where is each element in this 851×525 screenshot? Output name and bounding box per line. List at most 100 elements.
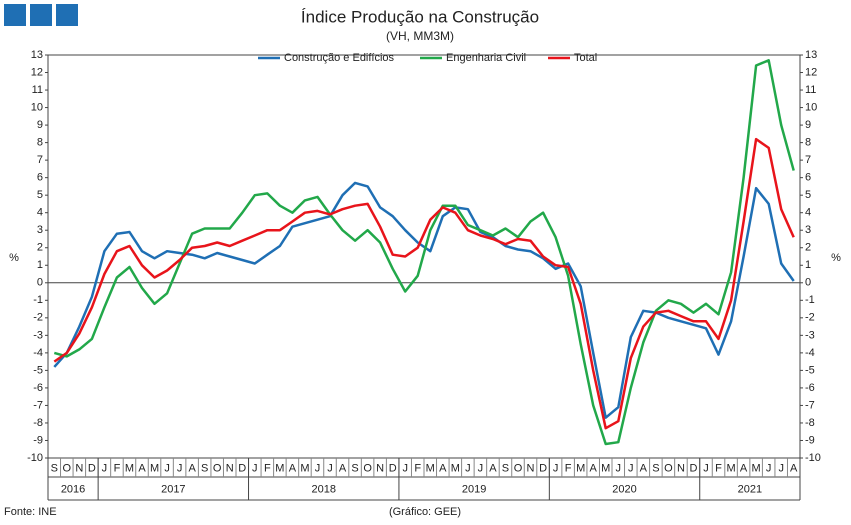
x-tick-label: M [426, 462, 435, 474]
x-tick-label: O [363, 462, 372, 474]
x-tick-label: N [376, 462, 384, 474]
logo-square [4, 4, 26, 26]
x-tick-label: F [715, 462, 722, 474]
x-tick-label: J [778, 462, 784, 474]
y-tick-label: -2 [33, 312, 43, 324]
x-tick-label: J [164, 462, 170, 474]
y-tick-label: 0 [37, 277, 43, 289]
y-tick-label: 6 [37, 172, 43, 184]
x-tick-label: S [51, 462, 58, 474]
x-tick-label: A [138, 462, 146, 474]
y2-tick-label: 7 [805, 154, 811, 166]
x-tick-label: M [125, 462, 134, 474]
y2-tick-label: -3 [805, 329, 815, 341]
y-tick-label: 11 [32, 84, 43, 96]
x-tick-label: A [188, 462, 196, 474]
series-line [53, 59, 795, 446]
source: Fonte: INE [4, 506, 57, 518]
x-tick-label: A [740, 462, 748, 474]
x-tick-label: D [389, 462, 397, 474]
y2-tick-label: 11 [805, 84, 816, 96]
year-label: 2016 [61, 483, 85, 495]
x-tick-label: M [275, 462, 284, 474]
x-tick-label: J [252, 462, 258, 474]
y-tick-label: 13 [31, 49, 43, 61]
x-tick-label: A [489, 462, 497, 474]
series-line [53, 181, 795, 419]
x-tick-label: J [465, 462, 471, 474]
y-tick-label: -6 [33, 382, 43, 394]
x-tick-label: J [553, 462, 559, 474]
y-axis-label: % [9, 252, 19, 264]
x-tick-label: O [664, 462, 673, 474]
year-label: 2017 [161, 483, 185, 495]
x-tick-label: O [63, 462, 72, 474]
y-tick-label: 5 [37, 189, 43, 201]
y2-tick-label: 2 [805, 242, 811, 254]
x-tick-label: O [213, 462, 222, 474]
year-label: 2020 [612, 483, 636, 495]
y2-tick-label: 0 [805, 277, 811, 289]
y-tick-label: 7 [37, 154, 43, 166]
y2-tick-label: -8 [805, 417, 815, 429]
y2-tick-label: -4 [805, 347, 815, 359]
x-tick-label: J [703, 462, 709, 474]
x-tick-label: D [88, 462, 96, 474]
x-tick-label: S [502, 462, 509, 474]
x-tick-label: M [300, 462, 309, 474]
x-tick-label: N [75, 462, 83, 474]
x-tick-label: J [628, 462, 634, 474]
x-tick-label: J [315, 462, 321, 474]
x-tick-label: F [264, 462, 271, 474]
y2-tick-label: 3 [805, 224, 811, 236]
x-tick-label: A [640, 462, 648, 474]
y2-tick-label: 9 [805, 119, 811, 131]
x-tick-label: D [539, 462, 547, 474]
x-tick-label: F [565, 462, 572, 474]
y-tick-label: -5 [33, 364, 43, 376]
x-tick-label: J [102, 462, 108, 474]
x-tick-label: O [514, 462, 523, 474]
x-tick-label: A [339, 462, 347, 474]
x-tick-label: M [150, 462, 159, 474]
x-tick-label: N [677, 462, 685, 474]
y-tick-label: -3 [33, 329, 43, 341]
y-tick-label: -1 [33, 294, 43, 306]
x-tick-label: J [766, 462, 772, 474]
x-tick-label: D [238, 462, 246, 474]
x-tick-label: J [478, 462, 484, 474]
x-tick-label: F [414, 462, 421, 474]
x-tick-label: M [576, 462, 585, 474]
y2-tick-label: 10 [805, 101, 817, 113]
logo-square [56, 4, 78, 26]
x-tick-label: M [752, 462, 761, 474]
y-tick-label: 4 [37, 207, 43, 219]
y-tick-label: -7 [33, 399, 43, 411]
year-label: 2019 [462, 483, 486, 495]
x-tick-label: A [439, 462, 447, 474]
x-tick-label: S [351, 462, 358, 474]
y-tick-label: -10 [27, 452, 43, 464]
y-tick-label: 1 [37, 259, 43, 271]
x-tick-label: A [590, 462, 598, 474]
y-tick-label: -8 [33, 417, 43, 429]
credit: (Gráfico: GEE) [389, 506, 461, 518]
x-tick-label: S [652, 462, 659, 474]
y2-tick-label: 4 [805, 207, 811, 219]
x-tick-label: A [289, 462, 297, 474]
y2-tick-label: -6 [805, 382, 815, 394]
y2-tick-label: 13 [805, 49, 817, 61]
x-tick-label: N [527, 462, 535, 474]
x-tick-label: A [790, 462, 798, 474]
x-tick-label: J [402, 462, 408, 474]
y2-tick-label: -7 [805, 399, 815, 411]
legend-label: Construção e Edifícios [284, 52, 395, 64]
y2-tick-label: 5 [805, 189, 811, 201]
legend-label: Total [574, 52, 597, 64]
x-tick-label: N [226, 462, 234, 474]
y-tick-label: -9 [33, 434, 43, 446]
y-tick-label: 3 [37, 224, 43, 236]
y-tick-label: 12 [31, 66, 43, 78]
y-tick-label: 9 [37, 119, 43, 131]
